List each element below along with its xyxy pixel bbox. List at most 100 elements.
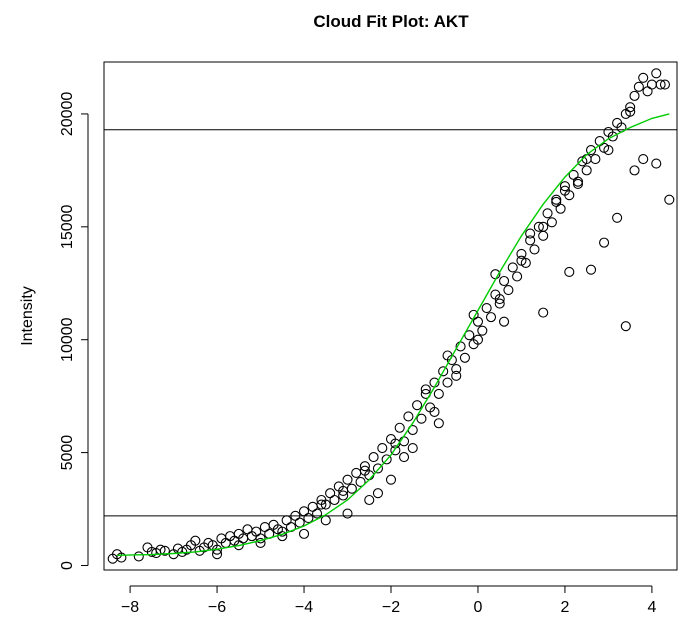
data-point	[633, 81, 644, 92]
data-point	[377, 443, 388, 454]
data-point	[133, 551, 144, 562]
data-point	[612, 212, 623, 223]
data-point	[325, 488, 336, 499]
data-point	[477, 325, 488, 336]
axes: −8 −6 −4 −2 0 2 4 0 5000 10000 15000 20000	[59, 92, 656, 616]
data-point	[355, 476, 366, 487]
data-point	[659, 79, 671, 90]
data-point	[538, 230, 549, 241]
data-point	[351, 467, 362, 478]
data-point	[459, 352, 470, 363]
data-point	[312, 508, 323, 519]
data-point	[607, 131, 618, 142]
data-point	[629, 90, 640, 101]
data-point	[620, 321, 631, 332]
data-point	[451, 370, 462, 381]
x-tick-label: 2	[560, 599, 569, 616]
data-point	[316, 499, 327, 510]
data-point	[429, 406, 440, 418]
data-point	[590, 154, 601, 165]
data-point	[559, 185, 570, 196]
data-point	[303, 513, 314, 524]
x-tick-label: 0	[474, 599, 483, 616]
data-point	[255, 537, 266, 548]
data-point	[525, 228, 536, 239]
data-point	[464, 330, 475, 341]
data-point	[342, 474, 353, 485]
data-point	[642, 86, 653, 97]
data-point	[320, 499, 331, 510]
data-point	[420, 384, 431, 395]
x-tick-label: −2	[382, 599, 400, 616]
x-tick-label: 4	[647, 599, 656, 616]
data-point	[651, 68, 662, 79]
data-point	[438, 366, 449, 377]
data-point	[368, 452, 379, 463]
data-point	[255, 533, 266, 544]
data-point	[403, 411, 414, 422]
y-tick-label: 5000	[59, 435, 76, 471]
data-point	[516, 255, 527, 266]
data-point	[433, 388, 444, 399]
y-tick-label: 0	[59, 561, 76, 570]
data-point	[381, 454, 392, 465]
data-point	[512, 271, 523, 282]
data-point	[390, 445, 401, 456]
data-point	[499, 316, 510, 327]
data-point	[338, 490, 349, 501]
data-point	[638, 72, 649, 83]
data-point	[529, 244, 540, 255]
data-point	[485, 312, 497, 323]
data-point	[599, 237, 610, 248]
data-point	[646, 79, 657, 90]
data-point	[494, 294, 505, 305]
data-point	[372, 488, 384, 499]
data-point	[516, 248, 527, 259]
data-point	[559, 181, 570, 192]
y-tick-label: 15000	[59, 204, 76, 249]
x-tick-label: −4	[295, 599, 313, 616]
x-tick-label: −6	[208, 599, 226, 616]
data-point	[298, 528, 310, 539]
data-point	[442, 377, 453, 388]
data-point	[572, 178, 584, 189]
data-point	[585, 264, 597, 275]
data-point	[190, 535, 201, 546]
data-point	[525, 235, 536, 246]
data-point	[503, 284, 514, 296]
data-point	[603, 145, 614, 156]
data-point	[499, 275, 510, 287]
data-point	[585, 145, 597, 156]
data-point	[372, 463, 384, 474]
data-point	[346, 483, 357, 494]
y-tick-label: 10000	[59, 317, 76, 362]
data-point	[307, 501, 318, 512]
data-point	[655, 79, 666, 90]
data-point	[259, 522, 270, 533]
data-point	[555, 203, 566, 214]
data-point	[320, 515, 331, 526]
data-point	[638, 154, 649, 165]
data-point	[359, 461, 370, 472]
data-point	[385, 474, 397, 485]
data-point	[629, 165, 640, 176]
data-point	[594, 135, 605, 147]
data-point	[625, 106, 636, 117]
data-point	[242, 524, 253, 535]
data-point	[329, 494, 340, 506]
data-point	[507, 262, 518, 273]
data-point	[625, 102, 636, 113]
data-point	[472, 334, 484, 345]
data-point	[494, 298, 505, 309]
data-point	[407, 443, 418, 454]
data-point	[433, 418, 444, 429]
plot-area	[103, 61, 678, 571]
data-point	[394, 422, 405, 433]
data-point	[342, 508, 353, 519]
fit-curve	[116, 113, 670, 556]
data-point	[451, 364, 462, 375]
data-point	[664, 194, 675, 205]
data-point	[398, 452, 410, 463]
data-point	[116, 552, 127, 563]
data-point	[551, 196, 562, 208]
